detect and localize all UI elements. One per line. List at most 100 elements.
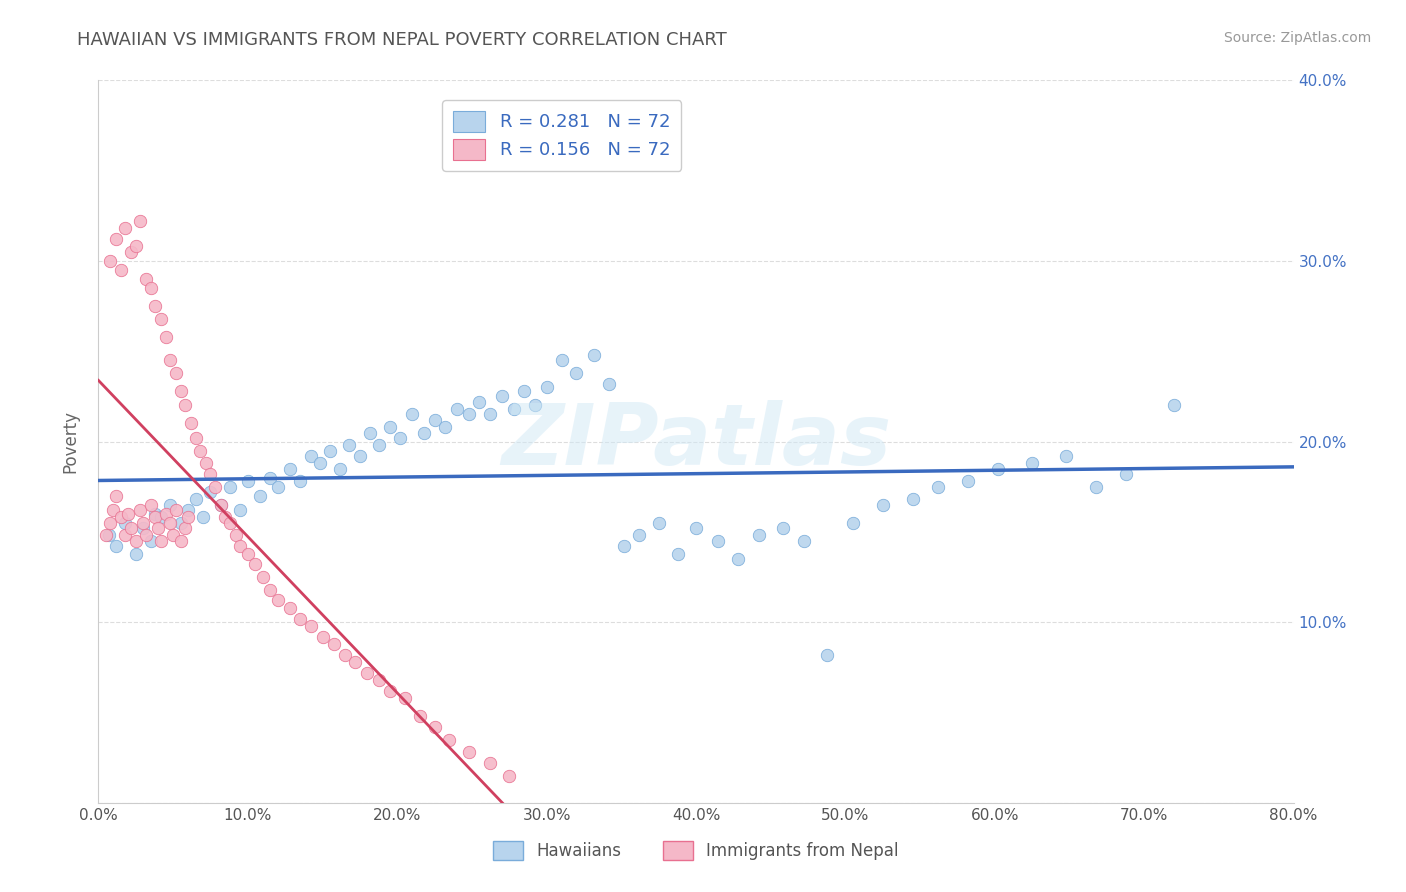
Point (613, 539, 636, 553)
Point (150, 533, 173, 548)
Point (125, 547, 148, 561)
Point (236, 475, 259, 489)
Point (368, 438, 391, 452)
Point (129, 503, 152, 517)
Point (252, 570, 274, 584)
Point (125, 533, 148, 548)
Point (299, 619, 322, 633)
Point (177, 510, 200, 524)
Point (793, 533, 815, 548)
Point (401, 408, 423, 422)
Point (165, 503, 187, 517)
Point (165, 366, 187, 380)
Point (214, 510, 236, 524)
Legend: Hawaiians, Immigrants from Nepal: Hawaiians, Immigrants from Nepal (486, 834, 905, 867)
Point (98, 516, 122, 530)
Point (956, 475, 979, 489)
Point (229, 503, 252, 517)
Point (209, 498, 232, 512)
Point (105, 232, 128, 246)
Point (308, 456, 330, 470)
Point (162, 528, 184, 542)
Point (478, 756, 501, 770)
Point (97, 528, 120, 542)
Point (565, 366, 588, 380)
Point (311, 630, 333, 644)
Point (174, 398, 197, 412)
Point (180, 417, 202, 431)
Point (143, 507, 166, 521)
Point (628, 528, 651, 542)
Point (1056, 449, 1078, 463)
Point (872, 498, 894, 512)
Point (288, 611, 311, 625)
Point (259, 582, 281, 597)
Point (498, 769, 520, 783)
Text: Source: ZipAtlas.com: Source: ZipAtlas.com (1223, 31, 1371, 45)
Point (117, 507, 139, 521)
Point (139, 281, 162, 295)
Point (204, 480, 226, 494)
Point (114, 221, 136, 235)
Point (219, 516, 242, 530)
Point (772, 521, 794, 535)
Point (120, 244, 142, 259)
Point (159, 516, 181, 530)
Point (356, 665, 378, 680)
Point (191, 510, 214, 524)
Point (110, 510, 132, 524)
Point (333, 648, 356, 662)
Point (458, 408, 481, 422)
Point (184, 492, 207, 507)
Point (378, 683, 401, 698)
Point (987, 461, 1010, 475)
Point (323, 637, 346, 651)
Point (598, 376, 620, 391)
Point (666, 547, 689, 561)
Point (159, 498, 181, 512)
Point (378, 420, 401, 434)
Point (195, 456, 218, 470)
Point (413, 425, 436, 440)
Point (110, 263, 132, 277)
Point (98, 254, 122, 268)
Point (132, 521, 155, 535)
Point (105, 489, 128, 503)
Point (647, 516, 669, 530)
Point (359, 425, 381, 440)
Point (139, 533, 162, 548)
Point (478, 408, 501, 422)
Point (1163, 398, 1185, 412)
Point (150, 311, 173, 326)
Point (129, 214, 152, 228)
Point (368, 673, 391, 687)
Point (502, 402, 524, 417)
Point (143, 299, 166, 313)
Point (439, 732, 461, 747)
Point (229, 539, 252, 553)
Point (468, 394, 491, 409)
Point (114, 516, 136, 530)
Point (159, 353, 181, 368)
Point (748, 528, 770, 542)
Point (219, 480, 242, 494)
Point (319, 443, 342, 458)
Point (446, 402, 468, 417)
Point (815, 648, 838, 662)
Point (927, 480, 949, 494)
Point (169, 533, 191, 548)
Point (200, 467, 222, 481)
Point (143, 510, 166, 524)
Point (685, 521, 707, 535)
Point (458, 745, 481, 759)
Point (288, 475, 311, 489)
Point (120, 521, 142, 535)
Point (842, 516, 865, 530)
Point (1115, 467, 1137, 481)
Point (155, 507, 177, 521)
Point (184, 431, 207, 445)
Point (394, 691, 416, 706)
Point (249, 489, 271, 503)
Point (155, 330, 177, 344)
Point (408, 709, 430, 723)
